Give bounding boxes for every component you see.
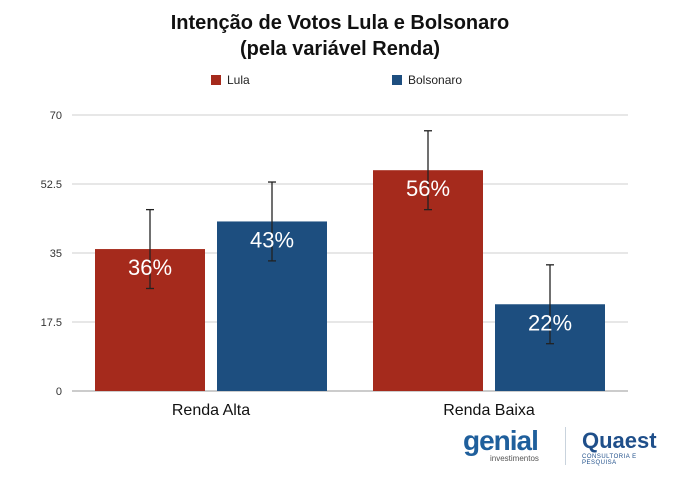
quaest-logo: Quaest (582, 428, 657, 453)
chart-title: Intenção de Votos Lula e Bolsonaro (170, 12, 510, 34)
data-label: 22% (528, 310, 572, 335)
x-category-label: Renda Alta (172, 402, 250, 419)
y-tick-label: 70 (50, 110, 62, 122)
logos: genial investimentos Quaest CONSULTORIA … (460, 425, 670, 470)
y-tick-label: 52.5 (41, 179, 62, 191)
y-tick-label: 17.5 (41, 317, 62, 329)
legend-label-lula: Lula (227, 73, 250, 87)
x-category-label: Renda Baixa (443, 402, 535, 419)
y-tick-label: 35 (50, 248, 62, 260)
quaest-logo-sub: CONSULTORIA E PESQUISA (582, 454, 637, 466)
logo-separator (565, 427, 566, 465)
data-label: 36% (128, 255, 172, 280)
chart-subtitle: (pela variável Renda) (239, 38, 441, 60)
genial-logo: genial (463, 425, 539, 456)
legend-swatch-lula (211, 75, 221, 85)
y-tick-label: 0 (56, 386, 62, 398)
genial-logo-sub: investimentos (490, 454, 539, 463)
legend-swatch-bolsonaro (392, 75, 402, 85)
data-label: 43% (250, 227, 294, 252)
legend-label-bolsonaro: Bolsonaro (408, 73, 463, 87)
data-label: 56% (406, 176, 450, 201)
